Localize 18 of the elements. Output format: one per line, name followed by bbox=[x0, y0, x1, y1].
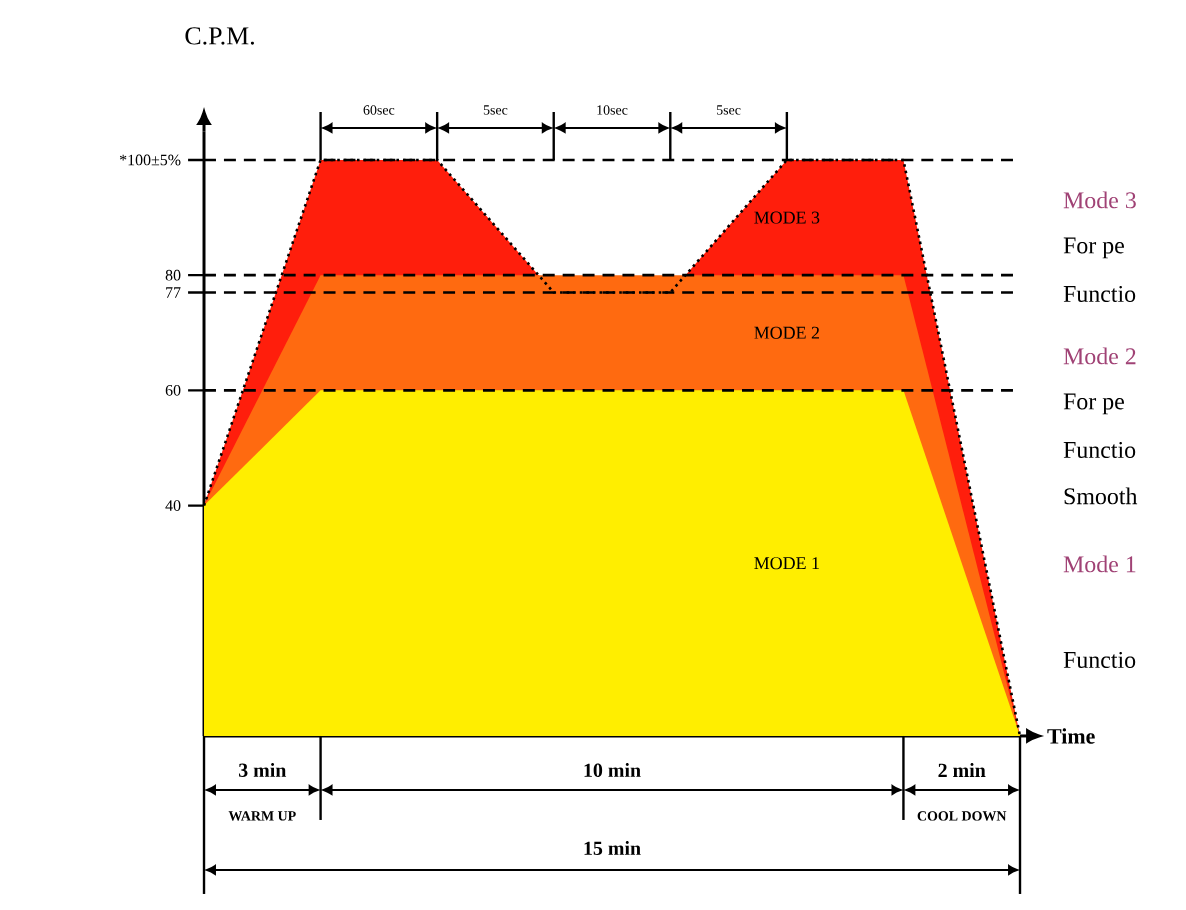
text: Functio bbox=[1063, 441, 1136, 458]
text: Mode 2 bbox=[1063, 347, 1136, 365]
y-axis-title: C.P.M. bbox=[185, 27, 254, 45]
text: Functio bbox=[1063, 651, 1136, 668]
text: Functio bbox=[1063, 285, 1136, 302]
text: Mode 3 bbox=[1063, 191, 1136, 209]
text: For pe bbox=[1063, 393, 1124, 415]
series-label: MODE 2 bbox=[754, 326, 819, 339]
text: 15 min bbox=[584, 840, 641, 855]
series-label: MODE 3 bbox=[754, 211, 820, 224]
series-label: MODE 1 bbox=[754, 557, 819, 570]
x-axis-title: Time bbox=[1047, 728, 1095, 744]
text: For pe bbox=[1063, 237, 1124, 259]
text: Smooth bbox=[1064, 487, 1138, 505]
text: Mode 1 bbox=[1063, 555, 1136, 573]
text: 2 min bbox=[938, 763, 986, 777]
text: 10 min bbox=[584, 762, 641, 777]
text: 3 min bbox=[238, 762, 287, 777]
